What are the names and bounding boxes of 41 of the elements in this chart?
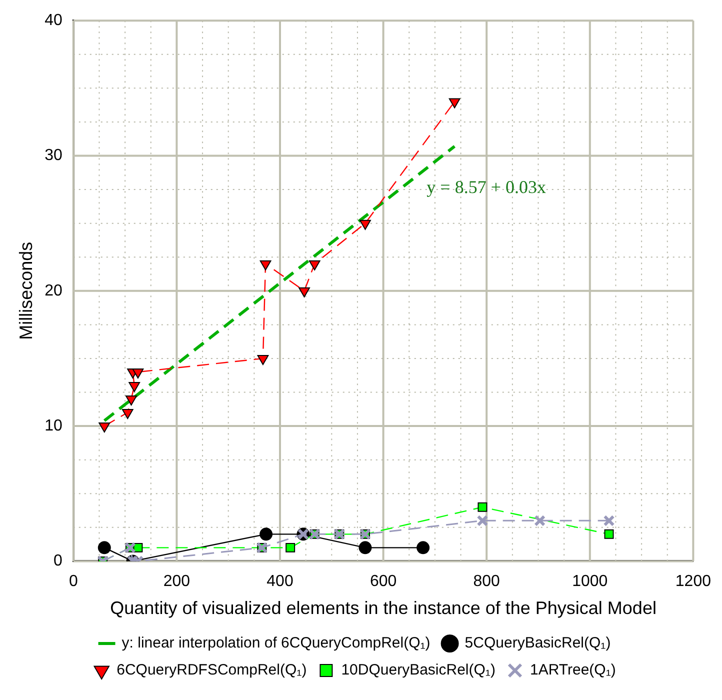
point xyxy=(260,260,272,270)
point xyxy=(476,514,488,526)
x-axis-title: Quantity of visualized elements in the instance of the Physical Model xyxy=(110,598,656,618)
point xyxy=(298,287,310,298)
x-tick-label: 1000 xyxy=(572,573,608,590)
point xyxy=(126,396,137,406)
y-axis-title: Milliseconds xyxy=(16,242,36,340)
y-tick-label: 40 xyxy=(44,12,62,30)
point xyxy=(360,220,371,230)
point xyxy=(358,541,372,554)
x-tick-label: 0 xyxy=(68,573,78,590)
point xyxy=(128,382,140,392)
y-tick-label: 0 xyxy=(53,552,62,570)
x-tick-label: 400 xyxy=(266,573,294,590)
x-tick-label: 200 xyxy=(163,573,190,590)
x-tick-label: 800 xyxy=(473,573,500,590)
legend-label: 6CQueryRDFSCompRel(Q₁) xyxy=(116,662,307,679)
y-tick-label: 20 xyxy=(44,282,62,300)
point xyxy=(603,514,615,526)
point xyxy=(478,502,488,512)
point xyxy=(604,529,614,539)
point xyxy=(260,528,273,541)
legend-label: 1ARTree(Q₁) xyxy=(530,662,616,679)
annotation: y = 8.57 + 0.03x xyxy=(426,176,546,197)
point xyxy=(308,260,320,270)
y-tick-label: 10 xyxy=(44,417,62,434)
point xyxy=(448,98,460,108)
point xyxy=(122,409,134,420)
legend-label: y: linear interpolation of 6CQueryCompRel(Q₁) xyxy=(122,634,430,652)
legend-label: 5CQueryBasicRel(Q₁) xyxy=(464,634,611,652)
x-tick-label: 600 xyxy=(370,573,397,590)
point xyxy=(416,541,430,554)
x-tick-label: 1200 xyxy=(675,573,712,590)
point xyxy=(534,514,546,526)
legend-label: 10DQueryBasicRel(Q₁) xyxy=(341,662,496,679)
point xyxy=(132,368,144,378)
point xyxy=(98,422,110,433)
point xyxy=(98,541,111,554)
y-tick-label: 30 xyxy=(44,147,62,164)
point xyxy=(257,354,269,365)
point xyxy=(286,542,296,552)
